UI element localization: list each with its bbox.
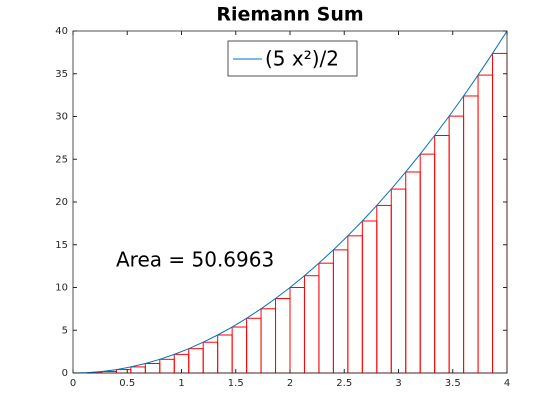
legend: (5 x²)/2 [227,40,358,77]
x-tick-label: 1.5 [228,378,244,389]
y-tick-label: 40 [55,26,68,37]
y-tick-label: 20 [55,197,68,208]
y-tick-label: 15 [55,240,68,251]
legend-label: (5 x²)/2 [265,47,339,71]
x-tick-label: 2.5 [336,378,352,389]
y-tick-label: 30 [55,112,68,123]
y-tick-label: 10 [55,283,68,294]
x-tick-label: 2 [287,378,293,389]
x-tick-label: 4 [504,378,510,389]
x-tick-label: 3.5 [445,378,461,389]
y-tick-label: 5 [62,325,68,336]
x-tick-label: 1 [178,378,184,389]
x-tick-label: 0.5 [119,378,135,389]
y-tick-label: 35 [55,69,68,80]
y-tick-label: 25 [55,154,68,165]
annotation: Area = 50.6963 [116,248,274,272]
y-tick-label: 0 [62,368,68,379]
curve [72,30,508,374]
chart-title: Riemann Sum [216,4,363,26]
x-tick-label: 0 [70,378,76,389]
x-tick-label: 3 [395,378,401,389]
